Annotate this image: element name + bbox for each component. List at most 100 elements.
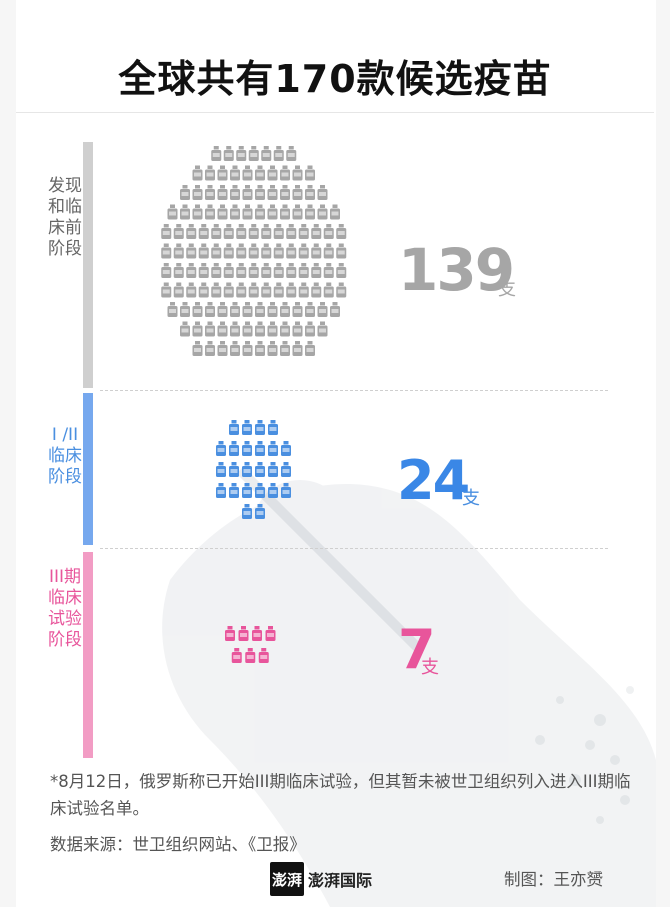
footnote: *8月12日，俄罗斯称已开始III期临床试验，但其暂未被世卫组织列入进入III期… xyxy=(50,772,631,818)
vial-mark xyxy=(192,204,203,220)
vial-mark xyxy=(236,263,247,278)
vial-mark xyxy=(255,185,265,200)
vial-mark xyxy=(229,483,239,498)
vial-mark xyxy=(267,341,278,356)
value-preclinical: 139 xyxy=(398,236,515,304)
vial-mark xyxy=(286,243,297,259)
vial-mark xyxy=(305,165,315,181)
vial-mark xyxy=(236,146,247,161)
vial-mark xyxy=(273,282,284,298)
vial-mark xyxy=(292,185,303,200)
vial-mark xyxy=(255,441,265,456)
vial-mark xyxy=(280,341,290,356)
vial-pictogram-preclinical xyxy=(161,146,347,356)
vial-mark xyxy=(292,341,303,356)
vial-mark xyxy=(242,165,253,181)
vial-mark xyxy=(211,224,222,239)
vial-mark xyxy=(261,243,272,259)
vial-mark xyxy=(229,462,239,477)
vial-mark xyxy=(161,263,172,278)
vial-mark xyxy=(205,302,215,317)
vial-mark xyxy=(267,302,278,317)
vial-mark xyxy=(180,204,190,220)
unit-phase-3: 支 xyxy=(421,657,439,678)
vial-mark xyxy=(242,483,252,498)
vial-mark xyxy=(317,302,328,317)
vial-mark xyxy=(286,263,297,278)
vial-mark xyxy=(336,243,347,259)
vial-mark xyxy=(298,224,309,239)
vial-mark xyxy=(211,263,222,278)
vial-mark xyxy=(242,420,252,435)
vial-mark xyxy=(311,263,322,278)
vial-mark xyxy=(286,282,297,298)
vial-mark xyxy=(281,462,291,477)
vial-mark xyxy=(236,224,247,239)
vial-mark xyxy=(180,302,190,317)
vial-mark xyxy=(217,321,228,337)
vial-mark xyxy=(261,224,272,239)
vial-mark xyxy=(248,263,259,278)
vial-mark xyxy=(173,282,184,298)
vial-mark xyxy=(330,302,340,317)
vial-mark xyxy=(281,441,291,456)
vial-mark xyxy=(317,204,328,220)
unit-phase-1-2: 支 xyxy=(462,488,480,509)
vial-mark xyxy=(261,263,272,278)
vial-mark xyxy=(268,483,278,498)
row-divider-2 xyxy=(100,548,608,549)
vial-mark xyxy=(273,243,284,259)
vial-mark xyxy=(255,165,265,181)
vial-mark xyxy=(242,302,253,317)
vial-mark xyxy=(236,282,247,298)
vial-mark xyxy=(198,224,209,239)
vial-mark xyxy=(292,302,303,317)
vial-mark xyxy=(258,648,269,663)
vial-mark xyxy=(216,462,226,477)
vial-mark xyxy=(242,204,253,220)
vial-mark xyxy=(255,341,265,356)
vial-mark xyxy=(311,224,322,239)
stage-label-preclinical: 发现和临床前阶段 xyxy=(48,176,82,259)
vial-mark xyxy=(298,263,309,278)
vial-mark xyxy=(305,321,315,337)
vial-mark xyxy=(205,165,215,181)
vial-mark xyxy=(280,204,290,220)
vial-mark xyxy=(242,504,252,519)
vial-mark xyxy=(323,282,334,298)
vial-mark xyxy=(223,243,234,259)
vial-mark xyxy=(186,282,197,298)
vial-mark xyxy=(192,165,203,181)
vial-mark xyxy=(192,185,203,200)
vial-mark xyxy=(236,243,247,259)
vial-mark xyxy=(255,420,265,435)
vial-mark xyxy=(248,224,259,239)
vial-mark xyxy=(242,185,253,200)
vial-mark xyxy=(245,648,256,663)
vial-mark xyxy=(230,341,240,356)
poster-panel xyxy=(16,0,656,907)
stage-label-phase-3: III期临床试验阶段 xyxy=(48,567,82,650)
vial-mark xyxy=(255,504,265,519)
vial-mark xyxy=(298,243,309,259)
vial-mark xyxy=(255,302,265,317)
vial-mark xyxy=(268,462,278,477)
vial-mark xyxy=(198,263,209,278)
unit-preclinical: 支 xyxy=(498,279,516,300)
vial-mark xyxy=(223,282,234,298)
vial-mark xyxy=(248,282,259,298)
vial-mark xyxy=(211,282,222,298)
value-phase-1-2: 24 xyxy=(397,449,470,512)
vial-mark xyxy=(223,224,234,239)
vial-mark xyxy=(180,185,190,200)
vial-mark xyxy=(268,441,278,456)
vial-mark xyxy=(280,185,290,200)
vial-mark xyxy=(231,648,242,663)
vial-mark xyxy=(248,146,259,161)
vial-mark xyxy=(252,626,262,641)
vial-mark xyxy=(255,483,265,498)
vial-mark xyxy=(167,302,178,317)
title-divider xyxy=(16,112,654,113)
vial-mark xyxy=(230,321,240,337)
vial-mark xyxy=(261,146,272,161)
